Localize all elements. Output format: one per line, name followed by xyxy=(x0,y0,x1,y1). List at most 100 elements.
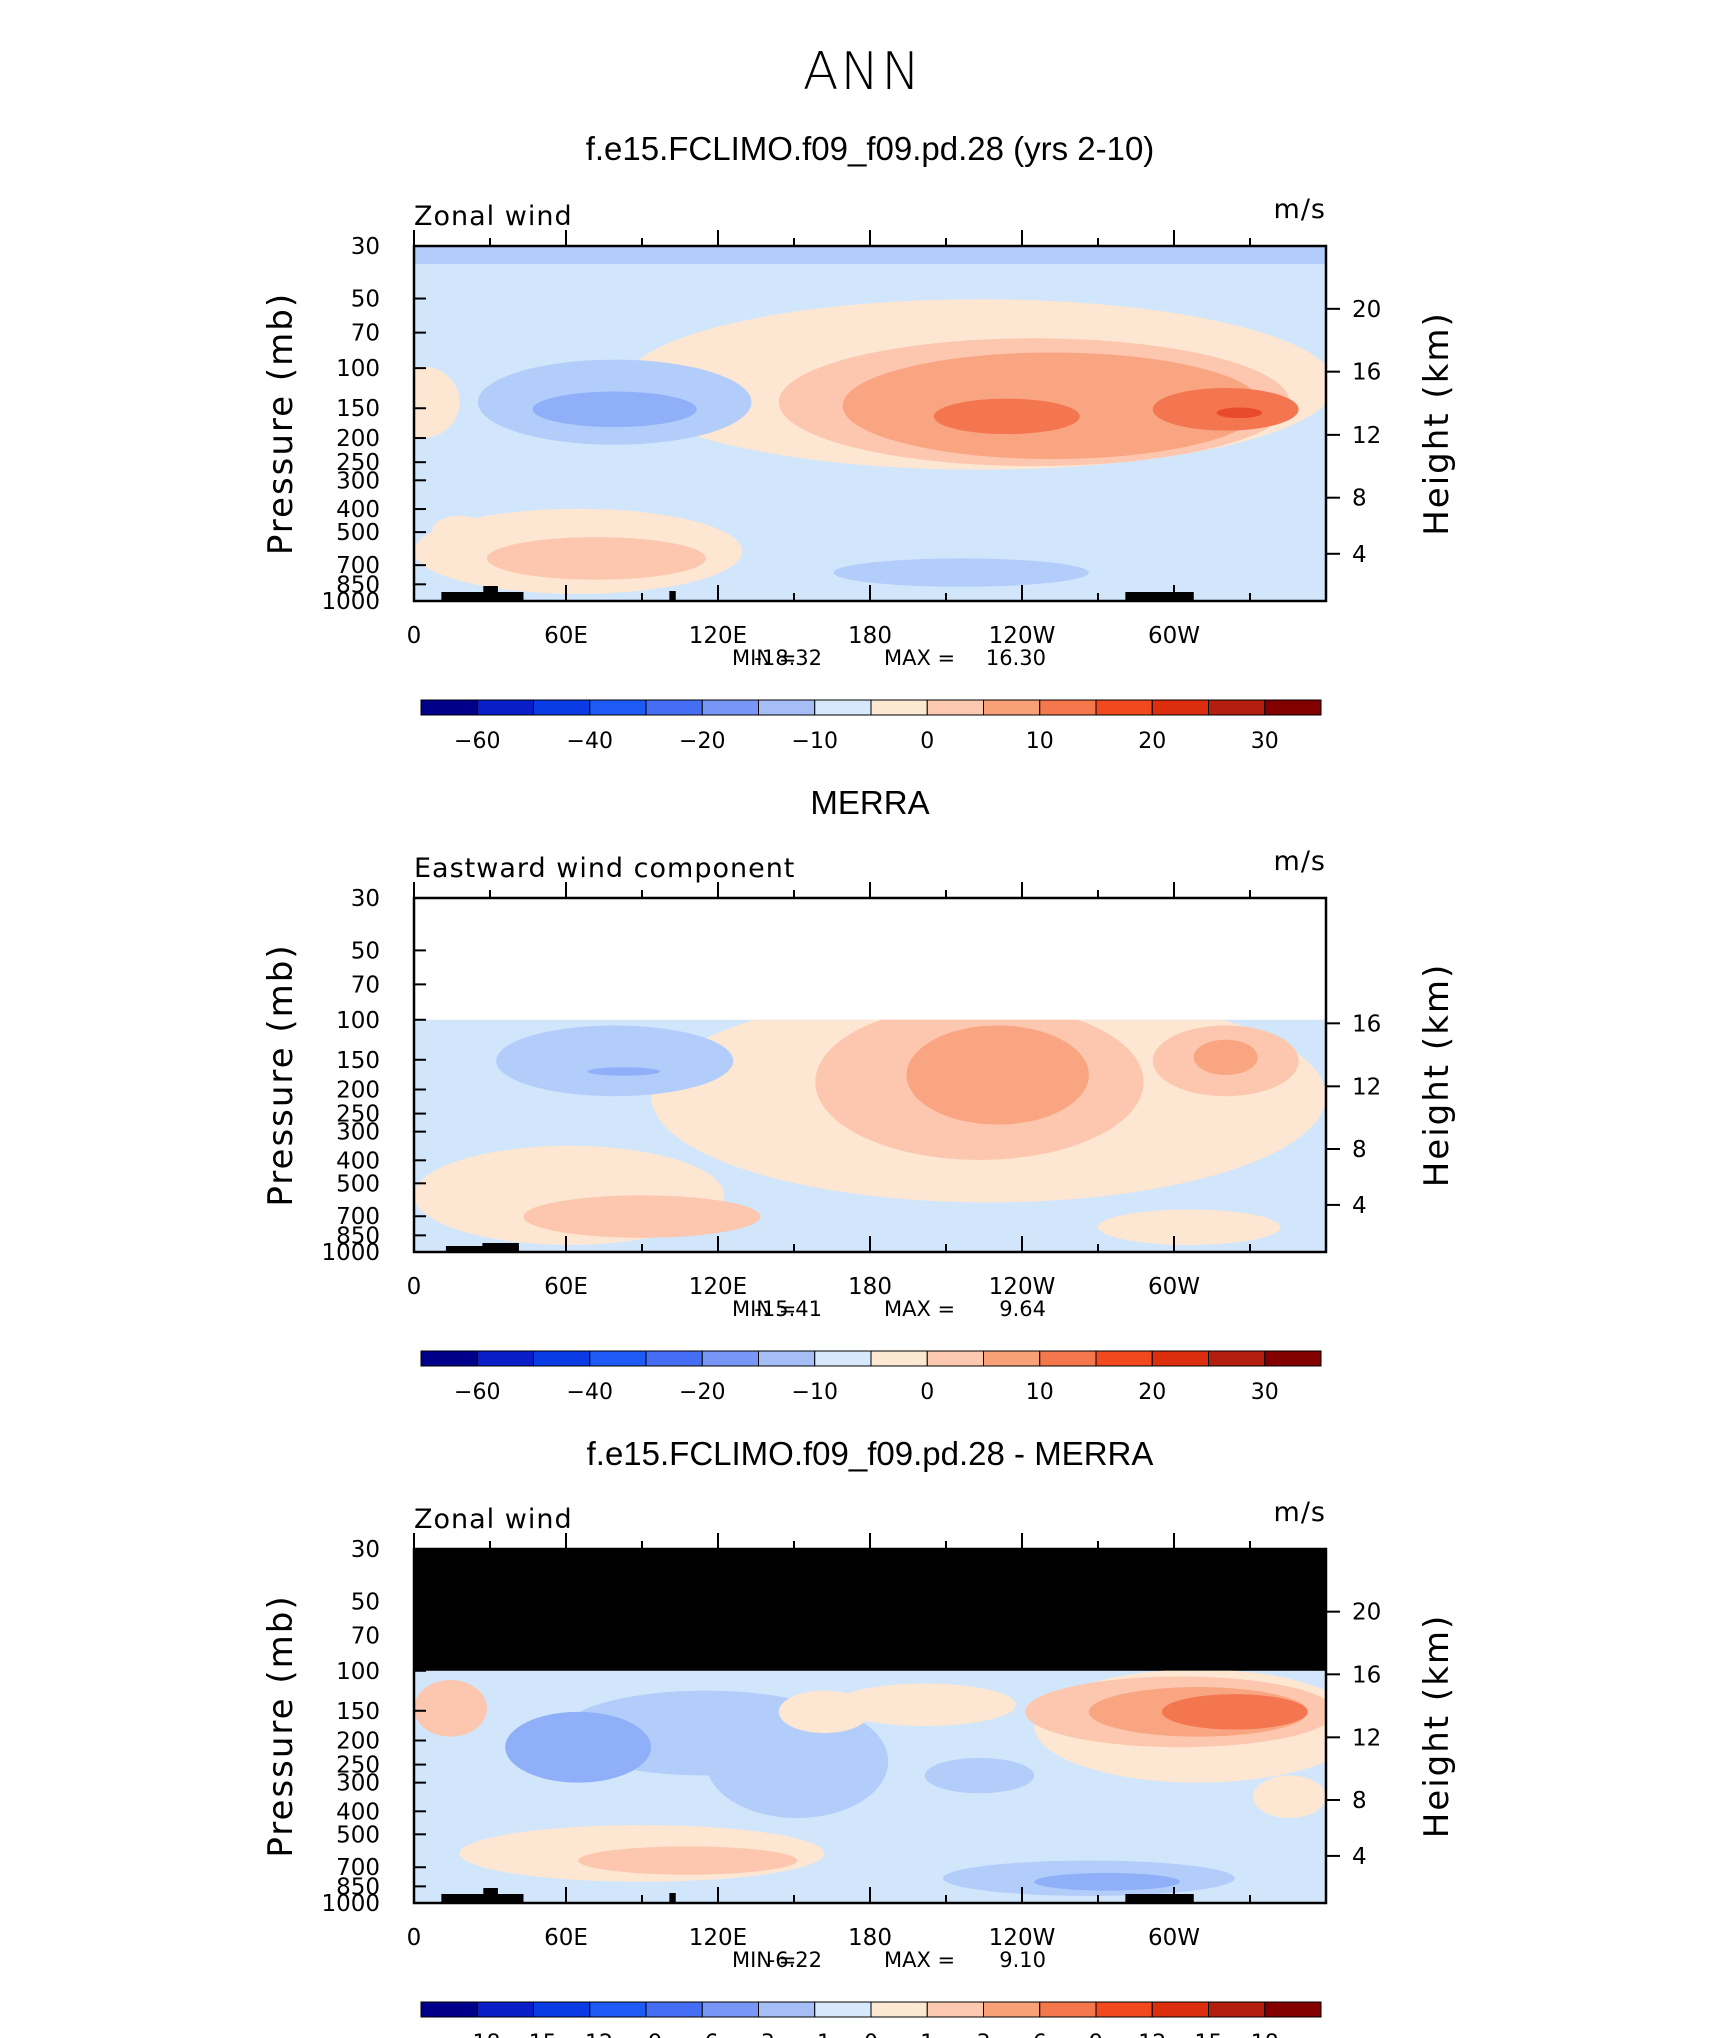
colorbar-box xyxy=(645,2001,703,2018)
missing-data-region xyxy=(414,1549,1326,1671)
colorbar-label: −12 xyxy=(567,2031,613,2038)
colorbar-box xyxy=(983,2001,1041,2018)
panel-3: 0 60E 120E 180 120W 60W3050701001502002503004… xyxy=(261,1497,1457,2038)
y-tick-label: 100 xyxy=(336,1008,380,1034)
y2-tick-label: 4 xyxy=(1352,1193,1367,1219)
topography xyxy=(445,1243,519,1252)
colorbar-box xyxy=(533,2001,591,2018)
colorbar-box xyxy=(983,1350,1041,1367)
colorbar-label: 30 xyxy=(1251,729,1279,754)
y-tick-label: 250 xyxy=(336,450,380,476)
y-tick-label: 500 xyxy=(336,520,380,546)
colorbar: −60 −40 −20 −10 0 10 20 30 xyxy=(420,699,1322,754)
x-tick-label: 180 xyxy=(848,1925,892,1951)
contour-fill-4 xyxy=(1161,1694,1308,1730)
y-tick-label: 200 xyxy=(336,1078,380,1104)
colorbar-label: 10 xyxy=(1026,729,1054,754)
colorbar-box xyxy=(1095,2001,1153,2018)
y-tick-label: 300 xyxy=(336,1120,380,1146)
y-tick-label: 30 xyxy=(351,886,380,912)
terrain-block-4 xyxy=(669,591,676,601)
y-axis-height: 20 16 12 8 4 Height (km) xyxy=(1326,1600,1457,1870)
colorbar-box xyxy=(1151,1350,1209,1367)
colorbar-label: −9 xyxy=(630,2031,662,2038)
y-tick-label: 250 xyxy=(336,1102,380,1128)
colorbar-box xyxy=(926,699,984,716)
colorbar-label: −18 xyxy=(454,2031,500,2038)
y-tick-label: 500 xyxy=(336,1822,380,1848)
y-tick-label: 1000 xyxy=(321,1240,380,1266)
colorbar-box xyxy=(758,1350,816,1367)
terrain-block-1 xyxy=(441,1894,524,1903)
y2-tick-label: 8 xyxy=(1352,486,1367,512)
contour-fill-5 xyxy=(1193,1039,1258,1076)
contour-fill-6 xyxy=(505,1711,652,1783)
x-tick-label: 120W xyxy=(989,1274,1056,1300)
contour-fills xyxy=(414,1670,1326,1896)
x-tick-label: 180 xyxy=(848,1274,892,1300)
min-value: -15.41 xyxy=(754,1297,822,1321)
colorbar-box xyxy=(701,699,759,716)
colorbar-label: 1 xyxy=(920,2031,934,2038)
colorbar-box xyxy=(814,1350,872,1367)
contour-fill-4 xyxy=(933,398,1080,435)
colorbar-box xyxy=(476,699,534,716)
right-subtitle: m/s xyxy=(1274,1497,1326,1528)
terrain-block-3 xyxy=(505,592,524,601)
y-tick-label: 30 xyxy=(351,234,380,260)
figure-title: ANN xyxy=(802,42,923,102)
colorbar-box xyxy=(1208,2001,1266,2018)
contour-fill-10 xyxy=(486,537,706,580)
colorbar-box xyxy=(701,1350,759,1367)
max-label: MAX = xyxy=(884,1948,955,1972)
field-band-top xyxy=(414,246,1326,264)
y-tick-label: 30 xyxy=(351,1537,380,1563)
colorbar-label: −3 xyxy=(742,2031,774,2038)
x-tick-label: 60E xyxy=(544,1925,588,1951)
colorbar-box xyxy=(420,699,478,716)
contour-fill-11 xyxy=(578,1846,798,1875)
colorbar-label: −15 xyxy=(510,2031,556,2038)
y-tick-label: 400 xyxy=(336,1799,380,1825)
colorbar-label: 0 xyxy=(920,1380,934,1405)
colorbar-box xyxy=(1264,1350,1322,1367)
colorbar-box xyxy=(589,2001,647,2018)
terrain-block-3 xyxy=(505,1894,524,1903)
y2-tick-label: 16 xyxy=(1352,1011,1381,1037)
colorbar-label: −60 xyxy=(454,1380,500,1405)
y-tick-label: 850 xyxy=(336,1874,380,1900)
y-tick-label: 150 xyxy=(336,396,380,422)
y2-tick-label: 12 xyxy=(1352,1725,1381,1751)
contour-fill-8 xyxy=(532,391,697,428)
colorbar-label: 15 xyxy=(1195,2031,1223,2038)
y-tick-label: 70 xyxy=(351,972,380,998)
colorbar-box xyxy=(645,699,703,716)
colorbar-box xyxy=(1095,1350,1153,1367)
y2-tick-label: 12 xyxy=(1352,1074,1381,1100)
y-tick-label: 400 xyxy=(336,1148,380,1174)
y-tick-label: 850 xyxy=(336,1223,380,1249)
colorbar-box xyxy=(1039,699,1097,716)
y-tick-label: 700 xyxy=(336,1855,380,1881)
colorbar-label: 6 xyxy=(1033,2031,1047,2038)
y-axis-title: Pressure (mb) xyxy=(261,943,301,1206)
contour-fill-12 xyxy=(414,1679,487,1737)
contour-fill-13 xyxy=(833,558,1089,587)
y2-tick-label: 4 xyxy=(1352,1844,1367,1870)
colorbar: −60 −40 −20 −10 0 10 20 30 xyxy=(420,1350,1322,1405)
terrain-block-2 xyxy=(482,1243,519,1252)
colorbar-box xyxy=(1151,2001,1209,2018)
colorbar-box xyxy=(533,699,591,716)
x-tick-label: 120W xyxy=(989,623,1056,649)
colorbar-box xyxy=(814,2001,872,2018)
y-axis-title: Pressure (mb) xyxy=(261,1594,301,1857)
colorbar-label: −10 xyxy=(792,1380,838,1405)
colorbar-box xyxy=(983,699,1041,716)
y-tick-label: 1000 xyxy=(321,589,380,615)
colorbar-box xyxy=(1151,699,1209,716)
right-subtitle: m/s xyxy=(1274,846,1326,877)
colorbar-label: −20 xyxy=(679,729,725,754)
x-axis: 0 60E 120E 180 120W 60W xyxy=(407,1533,1251,1951)
colorbar-box xyxy=(1208,699,1266,716)
min-value: -18.32 xyxy=(754,646,822,670)
